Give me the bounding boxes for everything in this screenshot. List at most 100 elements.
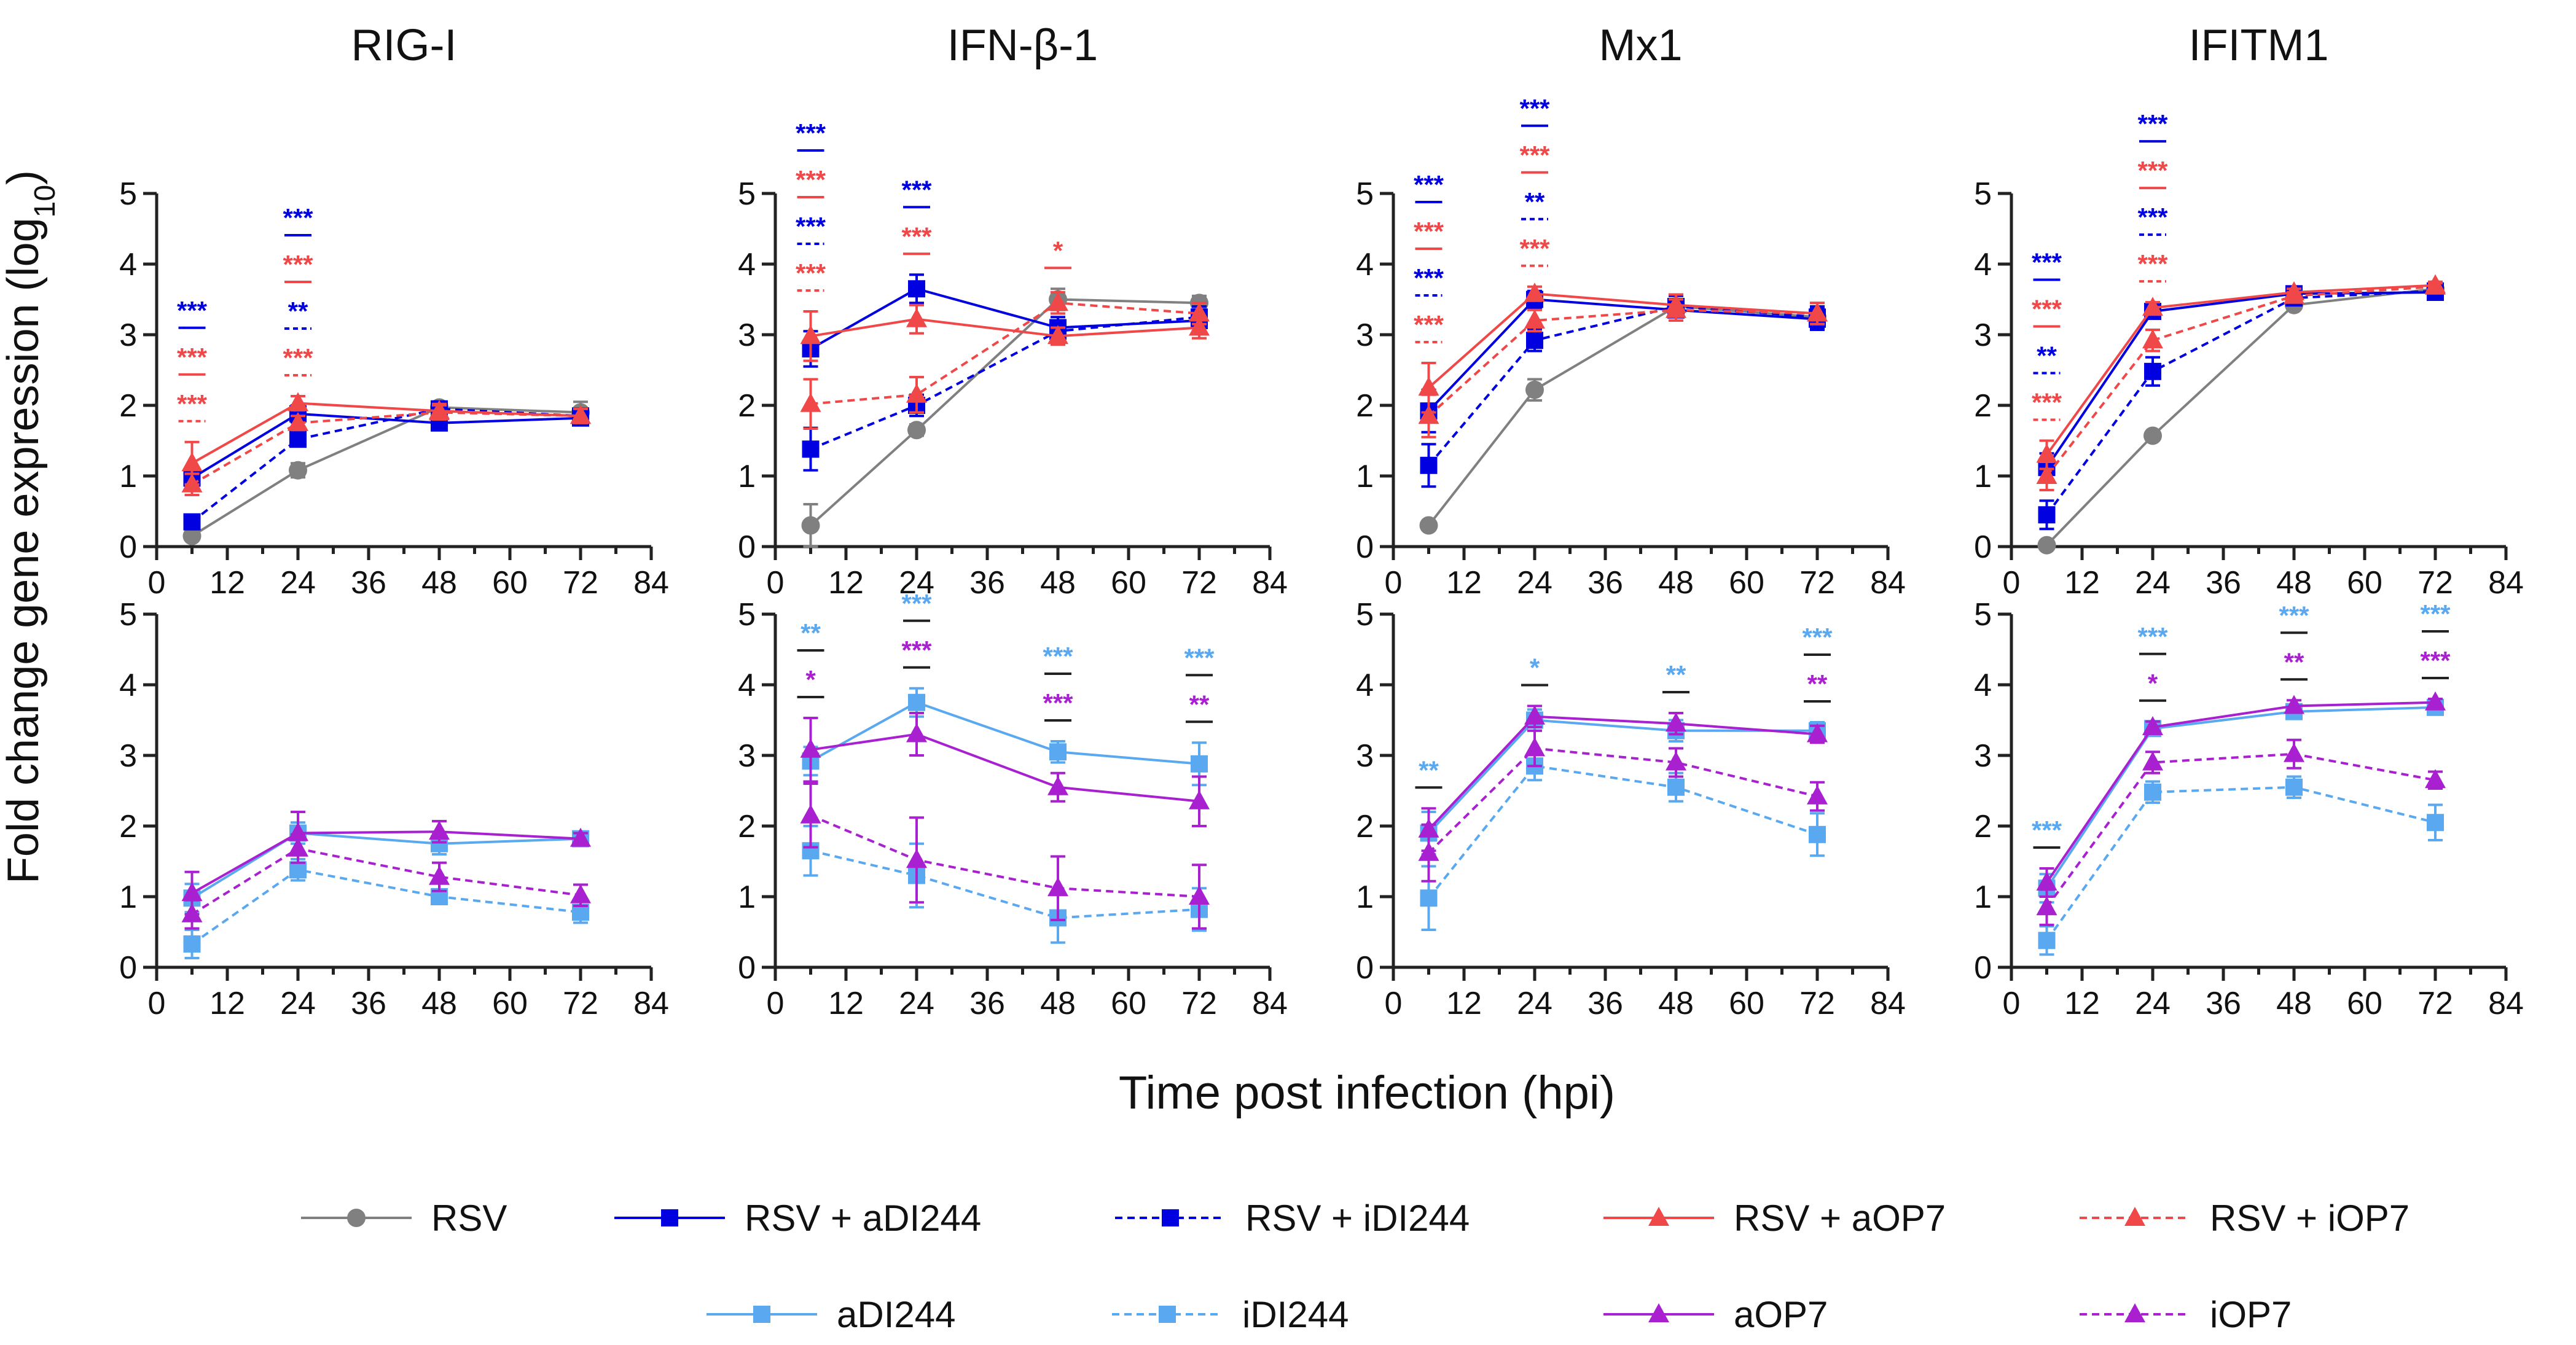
x-tick-label: 12 bbox=[828, 565, 864, 601]
data-point bbox=[2425, 769, 2446, 789]
y-tick-label: 1 bbox=[738, 459, 756, 494]
sig-stars: * bbox=[805, 665, 816, 694]
sig-stars: *** bbox=[1414, 310, 1444, 339]
sig-stars: *** bbox=[2032, 816, 2062, 844]
data-point bbox=[908, 280, 925, 298]
y-tick-label: 0 bbox=[1974, 950, 1992, 986]
y-tick-label: 1 bbox=[1356, 459, 1374, 494]
y-tick-label: 3 bbox=[119, 318, 137, 353]
series-line bbox=[191, 407, 581, 523]
series-line bbox=[1428, 292, 1818, 389]
series-line bbox=[191, 411, 581, 486]
axis-lines bbox=[773, 193, 1270, 548]
data-point bbox=[2284, 743, 2304, 762]
series-line bbox=[191, 868, 581, 945]
sig-stars: *** bbox=[1519, 94, 1550, 123]
x-tick-label: 0 bbox=[1385, 565, 1403, 601]
data-point bbox=[2142, 751, 2163, 771]
x-tick-label: 0 bbox=[2003, 565, 2021, 601]
data-point bbox=[800, 325, 821, 345]
legend-item-iop7: iOP7 bbox=[2080, 1294, 2292, 1335]
x-tick-label: 60 bbox=[1729, 986, 1764, 1021]
series-line bbox=[810, 302, 1200, 405]
data-point bbox=[802, 440, 820, 458]
data-point bbox=[2036, 871, 2057, 891]
series-line bbox=[2045, 752, 2436, 908]
y-tick-label: 2 bbox=[1356, 388, 1374, 424]
legend-label: RSV + aDI244 bbox=[745, 1198, 981, 1239]
data-point bbox=[2142, 329, 2163, 349]
data-point bbox=[1524, 737, 1545, 757]
data-point bbox=[2038, 932, 2056, 949]
sig-stars: *** bbox=[1414, 263, 1444, 292]
sig-stars: *** bbox=[1414, 170, 1444, 199]
series-line bbox=[2045, 706, 2436, 889]
series-line bbox=[191, 847, 581, 916]
data-point bbox=[2036, 896, 2057, 916]
data-point bbox=[800, 804, 821, 824]
x-tick-label: 24 bbox=[1517, 986, 1552, 1021]
data-point bbox=[1047, 325, 1068, 345]
data-point bbox=[1189, 302, 1210, 322]
y-tick-label: 3 bbox=[1356, 318, 1374, 353]
data-point bbox=[1807, 302, 1828, 322]
legend-item-rsv-idi244: RSV + iDI244 bbox=[1115, 1198, 1470, 1239]
series-line bbox=[2045, 285, 2436, 477]
sig-stars: *** bbox=[177, 296, 208, 325]
data-point bbox=[907, 421, 926, 440]
data-point bbox=[1524, 283, 1545, 302]
data-point bbox=[288, 822, 308, 841]
sig-stars: *** bbox=[2279, 601, 2309, 630]
series-line bbox=[810, 318, 1200, 338]
x-tick-label: 24 bbox=[2135, 986, 2171, 1021]
x-tick-label: 12 bbox=[209, 565, 245, 601]
sig-stars: ** bbox=[1189, 690, 1210, 719]
data-point bbox=[1666, 751, 1686, 771]
series-line bbox=[2045, 701, 2436, 884]
sig-stars: ** bbox=[801, 618, 821, 647]
x-tick-label: 48 bbox=[1658, 986, 1694, 1021]
data-point bbox=[1189, 886, 1210, 905]
x-tick-label: 72 bbox=[563, 565, 598, 601]
y-tick-label: 5 bbox=[119, 597, 137, 633]
series-rsv-iop7 bbox=[800, 291, 1210, 430]
series-iop7 bbox=[181, 833, 591, 930]
sig-stars: *** bbox=[177, 389, 208, 418]
x-tick-label: 48 bbox=[2276, 565, 2312, 601]
y-tick-label: 1 bbox=[119, 459, 137, 494]
x-tick-label: 48 bbox=[421, 565, 457, 601]
data-point bbox=[1807, 723, 1828, 743]
y-tick-label: 3 bbox=[1974, 318, 1992, 353]
series-rsv bbox=[1419, 294, 1826, 535]
series-rsv-adi244 bbox=[802, 273, 1208, 368]
y-tick-label: 1 bbox=[738, 879, 756, 915]
y-tick-label: 0 bbox=[1974, 529, 1992, 565]
sig-stars: *** bbox=[901, 175, 932, 204]
series-iop7 bbox=[1418, 729, 1828, 883]
series-line bbox=[810, 814, 1200, 898]
sig-stars: *** bbox=[2420, 646, 2451, 675]
data-point bbox=[1047, 776, 1068, 795]
legend-marker bbox=[1648, 1303, 1669, 1322]
data-point bbox=[1189, 790, 1210, 809]
x-tick-label: 72 bbox=[2417, 986, 2453, 1021]
x-tick-label: 36 bbox=[1587, 565, 1623, 601]
y-tick-label: 5 bbox=[738, 176, 756, 212]
y-tick-label: 3 bbox=[1974, 738, 1992, 774]
x-tick-label: 24 bbox=[899, 565, 934, 601]
y-tick-label: 5 bbox=[738, 597, 756, 633]
data-point bbox=[2036, 443, 2057, 463]
axis-lines bbox=[2010, 193, 2506, 548]
x-tick-label: 48 bbox=[2276, 986, 2312, 1021]
data-point bbox=[570, 827, 591, 847]
sig-stars: ** bbox=[288, 297, 308, 326]
data-point bbox=[2142, 297, 2163, 316]
data-point bbox=[1526, 332, 1543, 349]
data-point bbox=[2143, 426, 2162, 445]
data-point bbox=[906, 308, 927, 327]
series-aop7 bbox=[2036, 691, 2446, 898]
y-tick-label: 1 bbox=[1974, 459, 1992, 494]
